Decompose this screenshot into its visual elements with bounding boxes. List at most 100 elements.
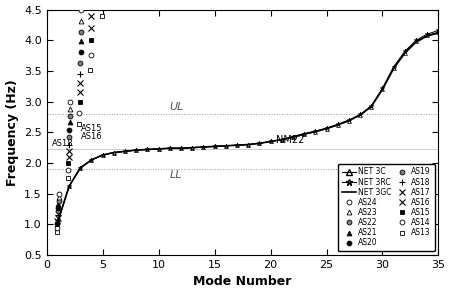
- NET 3C: [145, 148, 150, 151]
- NET 3GC: [402, 51, 408, 55]
- NET 3RC: [335, 123, 341, 126]
- NET 3RC: [156, 147, 161, 151]
- NET 3GC: [178, 146, 184, 150]
- NET 3GC: [368, 105, 374, 108]
- NET 3RC: [212, 145, 217, 148]
- NET 3RC: [257, 142, 262, 145]
- NET 3GC: [111, 151, 116, 154]
- NET 3C: [212, 145, 217, 148]
- NET 3GC: [424, 34, 430, 38]
- NET 3GC: [279, 138, 285, 141]
- NET 3RC: [89, 158, 94, 162]
- NET 3C: [257, 142, 262, 145]
- NET 3RC: [111, 151, 116, 154]
- NET 3GC: [257, 142, 262, 145]
- NET 3RC: [357, 113, 363, 116]
- Text: NM22: NM22: [276, 135, 304, 145]
- NET 3GC: [145, 148, 150, 151]
- NET 3GC: [122, 150, 128, 153]
- NET 3GC: [380, 88, 385, 91]
- NET 3RC: [234, 143, 239, 147]
- NET 3GC: [89, 158, 94, 162]
- NET 3C: [167, 146, 173, 150]
- NET 3C: [133, 148, 139, 152]
- NET 3RC: [391, 65, 396, 69]
- Text: LL: LL: [170, 170, 182, 180]
- Text: AS16: AS16: [81, 132, 102, 141]
- Y-axis label: Frequency (Hz): Frequency (Hz): [5, 79, 18, 186]
- NET 3RC: [223, 144, 229, 148]
- Text: UL: UL: [170, 102, 184, 112]
- NET 3C: [178, 146, 184, 150]
- NET 3RC: [245, 143, 251, 146]
- NET 3C: [100, 153, 106, 157]
- NET 3C: [346, 119, 352, 122]
- NET 3RC: [145, 148, 150, 151]
- NET 3RC: [380, 86, 385, 90]
- NET 3GC: [245, 143, 251, 146]
- Line: NET 3RC: NET 3RC: [55, 28, 441, 224]
- NET 3C: [55, 220, 60, 223]
- NET 3RC: [268, 140, 273, 143]
- Text: AS18: AS18: [52, 139, 74, 148]
- NET 3RC: [402, 49, 408, 53]
- NET 3RC: [324, 126, 329, 130]
- NET 3GC: [100, 153, 106, 157]
- NET 3C: [391, 66, 396, 70]
- NET 3GC: [357, 113, 363, 117]
- NET 3RC: [313, 129, 318, 133]
- NET 3C: [234, 143, 239, 147]
- NET 3GC: [313, 130, 318, 133]
- NET 3C: [301, 132, 307, 136]
- NET 3RC: [178, 146, 184, 150]
- NET 3GC: [414, 40, 419, 44]
- NET 3RC: [201, 145, 206, 149]
- NET 3RC: [414, 39, 419, 42]
- NET 3GC: [201, 145, 206, 149]
- NET 3GC: [189, 146, 195, 149]
- NET 3C: [156, 147, 161, 151]
- NET 3GC: [346, 119, 352, 122]
- NET 3GC: [223, 144, 229, 148]
- NET 3C: [290, 136, 296, 139]
- Legend: NET 3C, NET 3RC, NET 3GC, AS24, AS23, AS22, AS21, AS20, AS19, AS18, AS17, AS16, : NET 3C, NET 3RC, NET 3GC, AS24, AS23, AS…: [338, 163, 435, 251]
- NET 3GC: [133, 148, 139, 152]
- Line: NET 3C: NET 3C: [56, 30, 440, 223]
- NET 3C: [436, 31, 441, 34]
- NET 3GC: [290, 136, 296, 139]
- NET 3GC: [55, 220, 60, 223]
- NET 3C: [201, 145, 206, 149]
- NET 3GC: [391, 67, 396, 70]
- NET 3C: [189, 146, 195, 149]
- NET 3GC: [66, 185, 72, 188]
- NET 3GC: [78, 166, 83, 170]
- NET 3C: [122, 150, 128, 153]
- NET 3C: [324, 127, 329, 130]
- NET 3GC: [301, 132, 307, 136]
- NET 3C: [89, 158, 94, 162]
- NET 3RC: [78, 166, 83, 170]
- NET 3C: [357, 113, 363, 117]
- NET 3RC: [424, 32, 430, 36]
- NET 3C: [245, 143, 251, 146]
- NET 3C: [335, 123, 341, 127]
- NET 3C: [402, 51, 408, 54]
- NET 3GC: [234, 143, 239, 147]
- NET 3RC: [100, 153, 106, 157]
- Line: NET 3GC: NET 3GC: [58, 33, 438, 221]
- NET 3GC: [212, 145, 217, 148]
- NET 3RC: [290, 135, 296, 138]
- NET 3C: [268, 140, 273, 143]
- NET 3C: [66, 185, 72, 188]
- NET 3C: [424, 34, 430, 37]
- NET 3RC: [55, 220, 60, 223]
- NET 3RC: [167, 146, 173, 150]
- NET 3C: [279, 138, 285, 141]
- Text: AS15: AS15: [81, 124, 102, 133]
- NET 3C: [111, 151, 116, 154]
- NET 3RC: [66, 185, 72, 188]
- NET 3C: [313, 130, 318, 133]
- NET 3RC: [368, 104, 374, 108]
- NET 3C: [223, 144, 229, 148]
- NET 3GC: [335, 123, 341, 127]
